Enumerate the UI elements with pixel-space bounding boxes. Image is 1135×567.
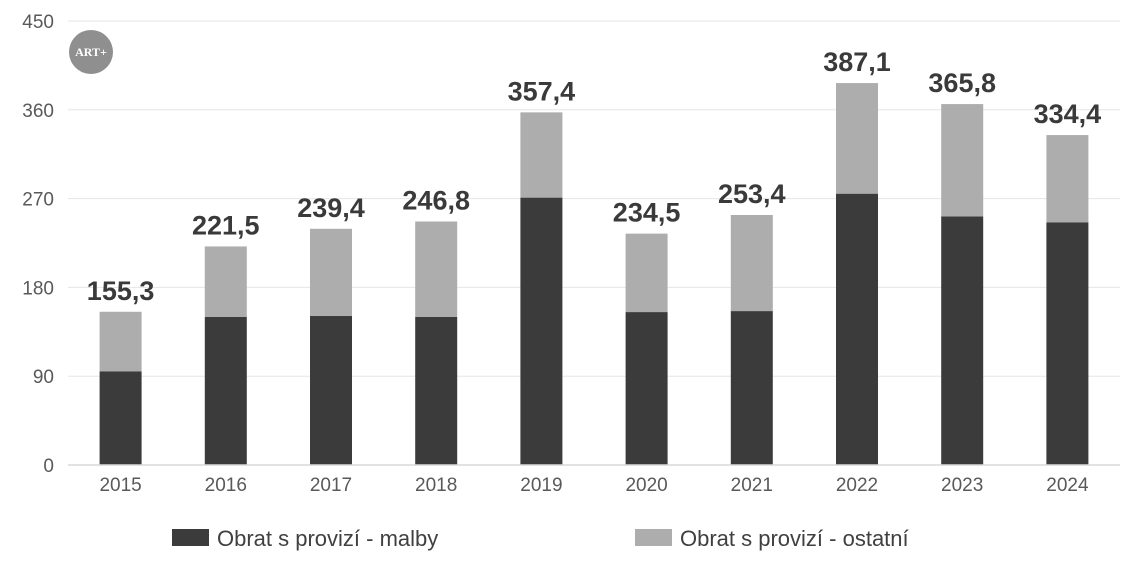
total-label: 246,8: [402, 185, 470, 215]
bar-malby: [730, 311, 773, 465]
legend-label-ostatni: Obrat s provizí - ostatní: [680, 526, 909, 551]
bar-malby: [836, 193, 878, 465]
x-axis: 2015 2016 2017 2018 2019 2020 2021 2022 2023 2024: [99, 475, 1089, 496]
y-tick-label: 270: [22, 190, 54, 211]
total-label: 221,5: [192, 210, 260, 240]
bar-ostatni: [310, 228, 352, 317]
legend: Obrat s provizí - malby Obrat s provizí …: [172, 526, 909, 551]
bars: [99, 83, 1089, 465]
bar-malby: [310, 316, 352, 465]
bar-ostatni: [204, 246, 247, 317]
y-tick-label: 360: [22, 101, 54, 122]
logo-badge: ART+: [69, 30, 113, 74]
x-tick-label: 2015: [99, 475, 141, 496]
bar-ostatni: [625, 233, 668, 313]
bar-malby: [204, 317, 247, 465]
y-axis: 0 90 180 270 360 450: [22, 12, 54, 477]
total-label: 334,4: [1034, 99, 1102, 129]
bar-ostatni: [415, 221, 458, 317]
x-tick-label: 2020: [625, 475, 667, 496]
total-label: 234,5: [613, 198, 681, 228]
bar-ostatni: [941, 104, 984, 217]
y-tick-label: 0: [43, 456, 54, 477]
total-label: 387,1: [823, 47, 891, 77]
total-label: 253,4: [718, 179, 786, 209]
total-labels: 155,3 221,5 239,4 246,8 357,4 234,5 253,4 387,1…: [87, 47, 1101, 306]
bar-ostatni: [836, 83, 878, 194]
legend-swatch-malby: [172, 529, 209, 546]
total-label: 155,3: [87, 276, 155, 306]
logo-circle: [69, 30, 113, 74]
x-tick-label: 2016: [205, 475, 247, 496]
bar-malby: [625, 312, 668, 465]
bar-ostatni: [99, 311, 142, 372]
bar-ostatni: [520, 112, 563, 198]
x-tick-label: 2021: [731, 475, 773, 496]
bar-ostatni: [730, 214, 773, 312]
bar-malby: [941, 216, 984, 465]
y-tick-label: 450: [22, 12, 54, 33]
bar-malby: [415, 317, 458, 465]
y-tick-label: 180: [22, 278, 54, 299]
x-tick-label: 2018: [415, 475, 457, 496]
x-tick-label: 2023: [941, 475, 983, 496]
x-tick-label: 2017: [310, 475, 352, 496]
bar-malby: [1046, 222, 1089, 465]
total-label: 365,8: [928, 68, 996, 98]
y-tick-label: 90: [33, 367, 54, 388]
total-label: 239,4: [297, 193, 365, 223]
bar-ostatni: [1046, 135, 1089, 223]
total-label: 357,4: [508, 76, 576, 106]
logo-text: ART+: [75, 45, 107, 59]
bar-malby: [99, 371, 142, 465]
legend-swatch-ostatni: [635, 529, 672, 546]
x-tick-label: 2022: [836, 475, 878, 496]
x-tick-label: 2024: [1046, 475, 1089, 496]
bar-malby: [520, 197, 563, 465]
legend-label-malby: Obrat s provizí - malby: [217, 526, 438, 551]
x-tick-label: 2019: [520, 475, 562, 496]
